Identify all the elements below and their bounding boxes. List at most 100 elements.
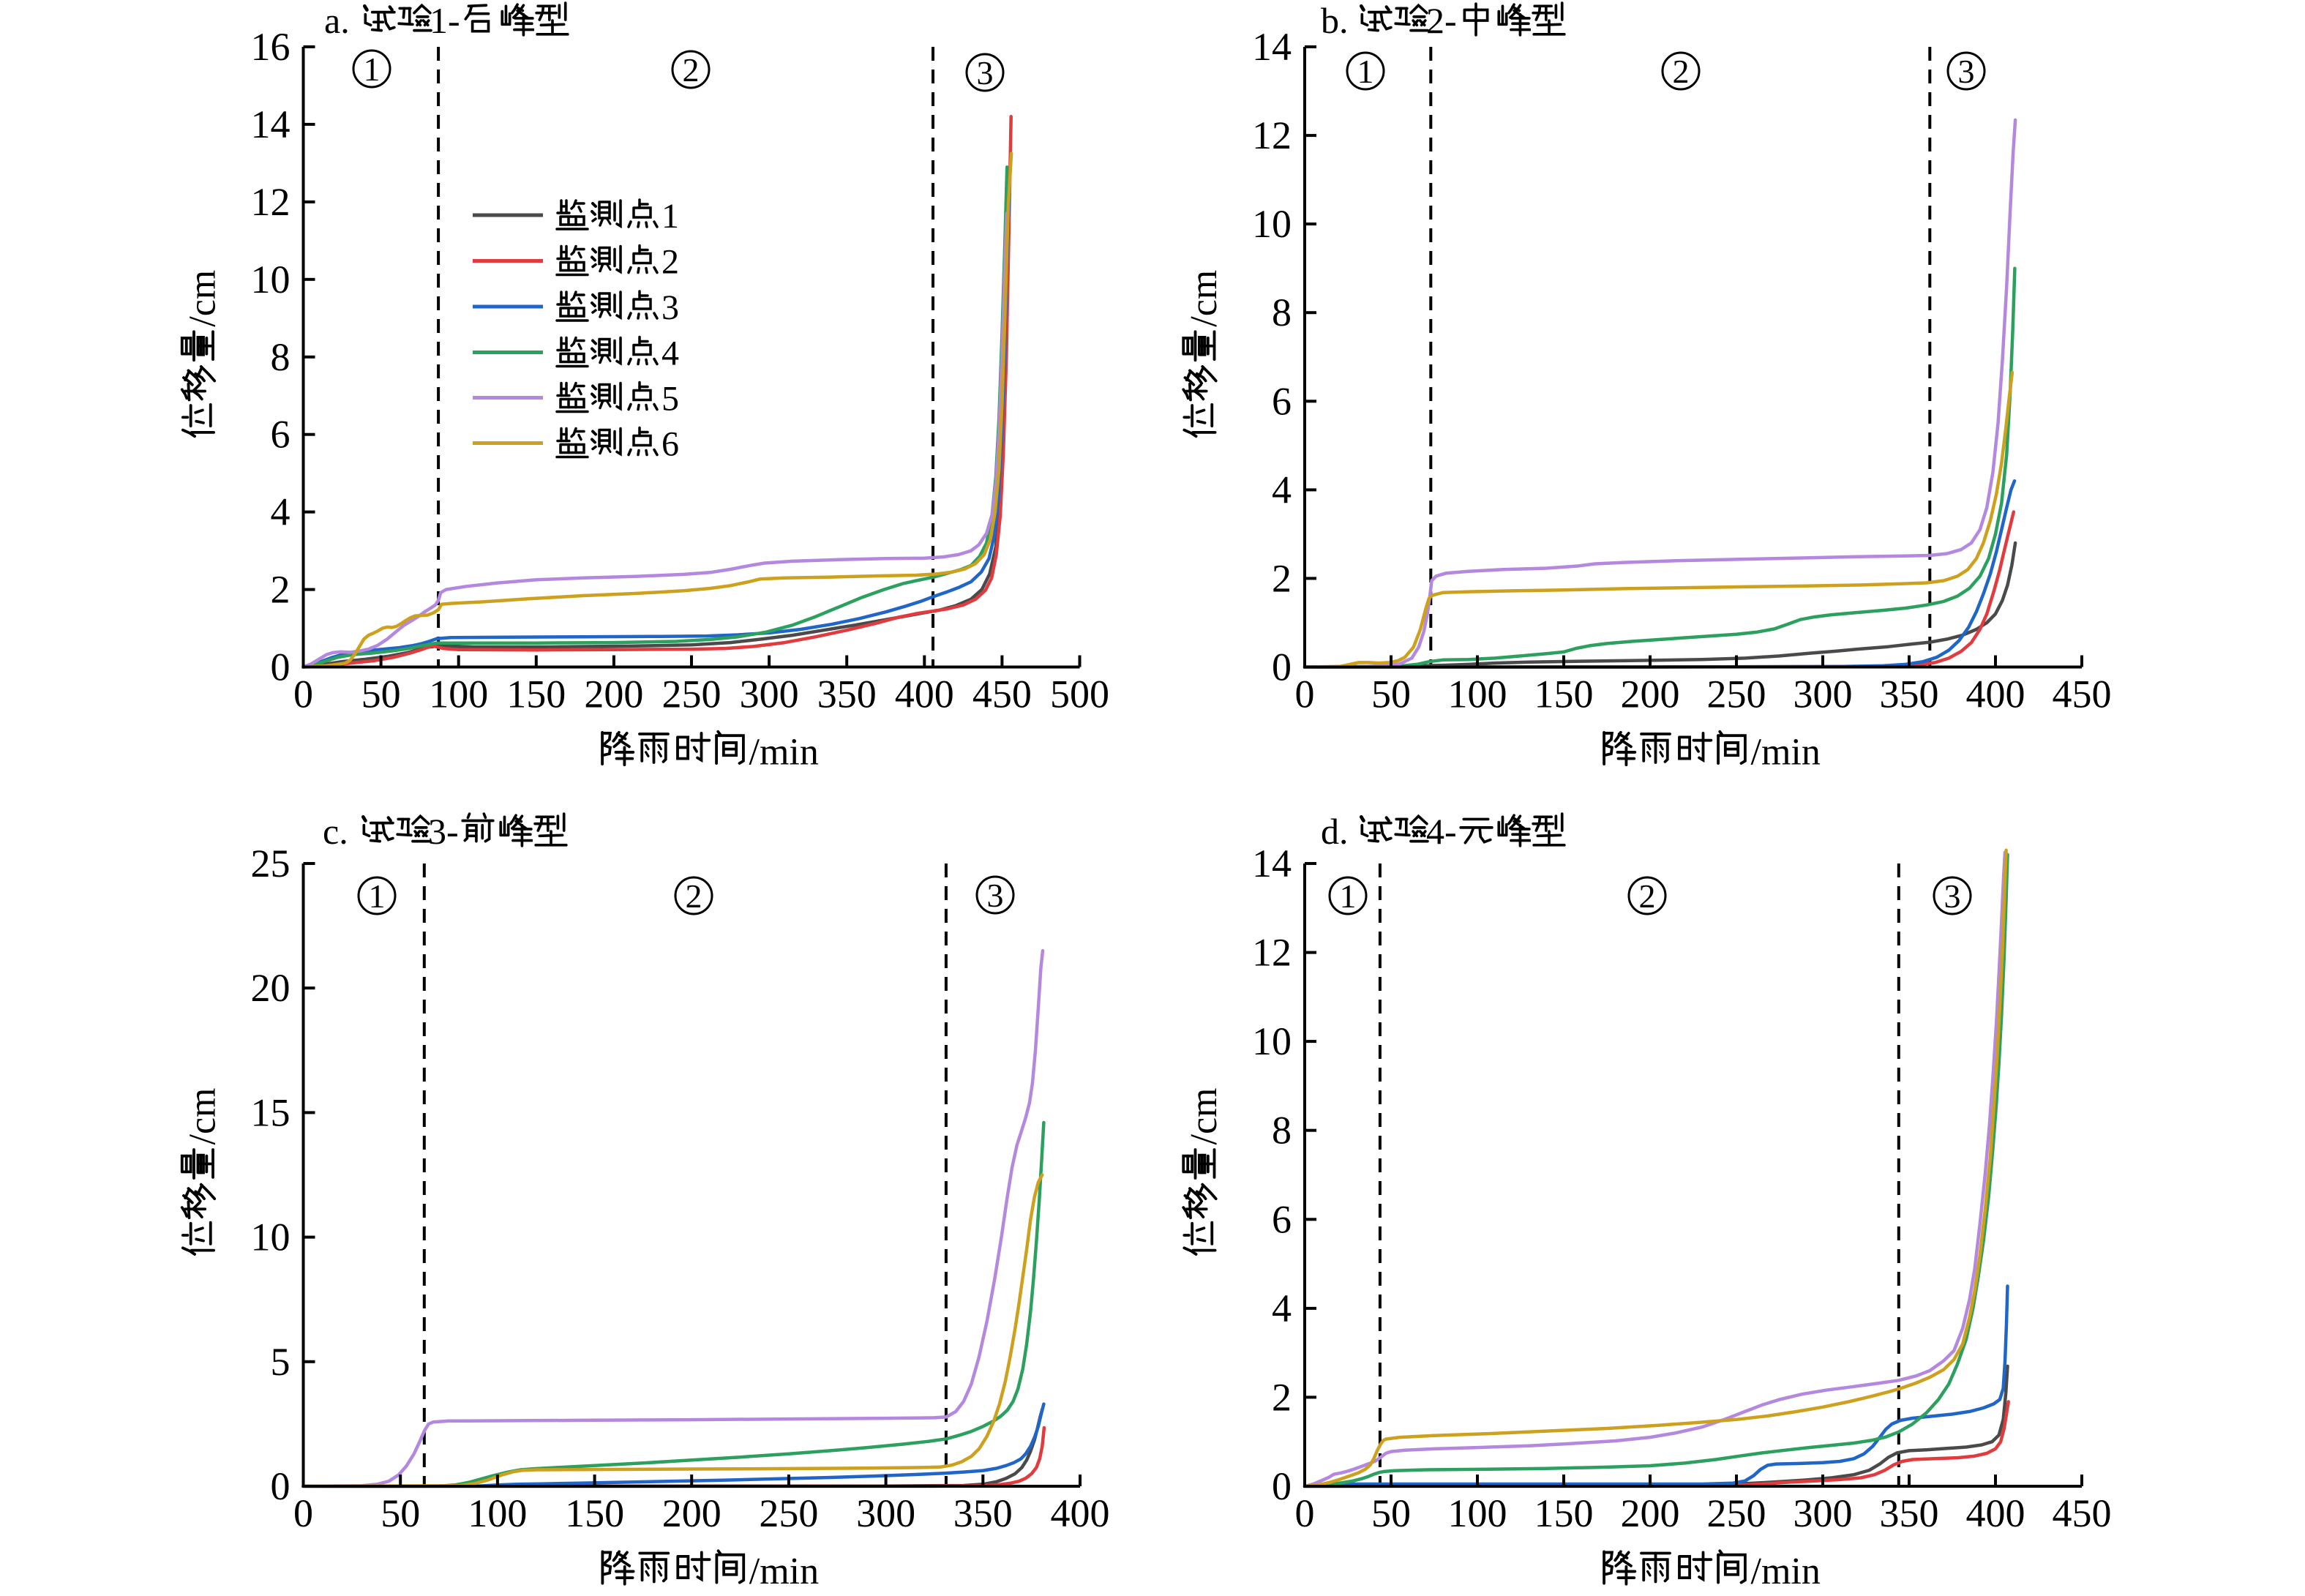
svg-text:14: 14 — [251, 102, 291, 146]
svg-text:10: 10 — [251, 258, 291, 301]
svg-text:100: 100 — [1448, 1491, 1507, 1535]
svg-text:100: 100 — [468, 1491, 527, 1535]
svg-text:3: 3 — [661, 288, 679, 327]
svg-text:200: 200 — [584, 673, 643, 716]
svg-text:300: 300 — [1794, 1491, 1853, 1535]
svg-text:3: 3 — [1944, 877, 1961, 915]
svg-text:150: 150 — [1534, 1491, 1594, 1535]
svg-text:c.: c. — [323, 811, 348, 852]
svg-text:100: 100 — [429, 673, 488, 716]
svg-text:10: 10 — [1252, 202, 1292, 246]
svg-text:4: 4 — [1272, 468, 1292, 512]
svg-text:6: 6 — [1272, 1197, 1292, 1241]
svg-text:6: 6 — [661, 425, 679, 464]
svg-text:50: 50 — [381, 1491, 420, 1535]
svg-text:300: 300 — [740, 673, 799, 716]
svg-text:2: 2 — [1272, 556, 1292, 600]
svg-text:4: 4 — [271, 490, 291, 534]
svg-text:20: 20 — [251, 966, 291, 1010]
svg-text:4-: 4- — [1426, 811, 1457, 852]
svg-text:3-: 3- — [428, 811, 459, 852]
svg-text:25: 25 — [251, 842, 291, 885]
svg-text:100: 100 — [1448, 673, 1507, 716]
svg-text:/min: /min — [749, 732, 819, 773]
svg-text:1: 1 — [1340, 877, 1357, 915]
svg-text:2: 2 — [1272, 1375, 1292, 1419]
svg-text:350: 350 — [953, 1491, 1013, 1535]
svg-text:50: 50 — [1371, 1491, 1411, 1535]
svg-text:/cm: /cm — [1183, 270, 1225, 327]
svg-text:50: 50 — [1371, 673, 1411, 716]
svg-text:150: 150 — [1534, 673, 1594, 716]
svg-text:16: 16 — [251, 25, 291, 69]
svg-text:250: 250 — [662, 673, 722, 716]
svg-text:1: 1 — [364, 50, 381, 88]
svg-text:250: 250 — [1707, 673, 1766, 716]
svg-text:200: 200 — [1621, 1491, 1680, 1535]
svg-text:14: 14 — [1252, 842, 1292, 885]
svg-text:2: 2 — [686, 877, 702, 915]
svg-text:12: 12 — [1252, 931, 1292, 975]
svg-text:3: 3 — [1958, 53, 1975, 90]
svg-text:500: 500 — [1050, 673, 1109, 716]
svg-text:400: 400 — [1051, 1491, 1110, 1535]
svg-text:300: 300 — [856, 1491, 915, 1535]
svg-text:0: 0 — [271, 1464, 291, 1508]
svg-text:/min: /min — [1751, 732, 1821, 773]
svg-text:8: 8 — [271, 335, 291, 379]
svg-text:15: 15 — [251, 1090, 291, 1134]
svg-text:2: 2 — [1639, 877, 1656, 915]
svg-text:10: 10 — [251, 1215, 291, 1259]
svg-text:10: 10 — [1252, 1019, 1292, 1063]
svg-text:a.: a. — [324, 0, 350, 41]
svg-text:2: 2 — [271, 568, 291, 612]
svg-text:12: 12 — [1252, 113, 1292, 157]
svg-text:0: 0 — [293, 673, 313, 716]
svg-text:350: 350 — [1880, 673, 1939, 716]
svg-text:8: 8 — [1272, 1109, 1292, 1153]
svg-text:250: 250 — [759, 1491, 818, 1535]
svg-text:1-: 1- — [430, 0, 460, 41]
svg-text:1: 1 — [369, 877, 386, 915]
svg-text:12: 12 — [251, 180, 291, 224]
svg-text:0: 0 — [1272, 645, 1292, 689]
svg-text:150: 150 — [506, 673, 566, 716]
svg-text:350: 350 — [1880, 1491, 1939, 1535]
svg-text:450: 450 — [972, 673, 1032, 716]
svg-text:450: 450 — [2053, 1491, 2112, 1535]
svg-text:5: 5 — [271, 1340, 291, 1384]
svg-text:0: 0 — [1295, 1491, 1315, 1535]
svg-text:/cm: /cm — [1183, 1088, 1225, 1145]
svg-text:/cm: /cm — [182, 1088, 224, 1145]
svg-text:200: 200 — [1621, 673, 1680, 716]
svg-text:3: 3 — [987, 877, 1004, 914]
svg-text:b.: b. — [1321, 0, 1349, 41]
svg-text:400: 400 — [1966, 1491, 2025, 1535]
svg-text:2: 2 — [683, 51, 700, 89]
svg-text:300: 300 — [1794, 673, 1853, 716]
svg-text:1: 1 — [1357, 53, 1374, 90]
svg-text:4: 4 — [661, 334, 679, 373]
svg-text:250: 250 — [1707, 1491, 1766, 1535]
svg-text:4: 4 — [1272, 1286, 1292, 1330]
svg-text:1: 1 — [661, 197, 679, 236]
svg-text:2: 2 — [1673, 53, 1690, 90]
svg-text:450: 450 — [2053, 673, 2112, 716]
svg-text:0: 0 — [1295, 673, 1315, 716]
svg-text:400: 400 — [1966, 673, 2025, 716]
svg-text:0: 0 — [271, 645, 291, 689]
svg-text:0: 0 — [293, 1491, 313, 1535]
svg-text:350: 350 — [817, 673, 877, 716]
svg-text:0: 0 — [1272, 1464, 1292, 1508]
svg-text:/min: /min — [749, 1551, 819, 1592]
svg-text:2: 2 — [661, 243, 679, 282]
svg-text:50: 50 — [361, 673, 401, 716]
svg-text:150: 150 — [565, 1491, 624, 1535]
svg-text:2-: 2- — [1426, 0, 1457, 41]
svg-text:5: 5 — [661, 380, 679, 419]
svg-text:6: 6 — [1272, 379, 1292, 423]
svg-text:8: 8 — [1272, 291, 1292, 334]
svg-text:3: 3 — [977, 54, 994, 91]
svg-text:/cm: /cm — [182, 270, 224, 327]
svg-text:400: 400 — [895, 673, 954, 716]
